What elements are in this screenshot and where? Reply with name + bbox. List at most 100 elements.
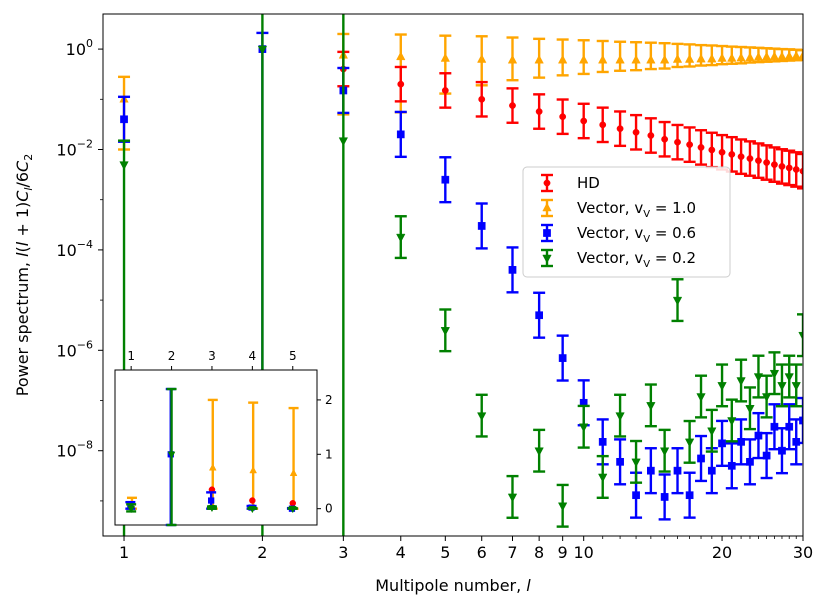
x-tick-label: 8 [534,543,544,562]
y-tick-exp: −6 [77,338,93,351]
vector-0-6-point [660,493,669,501]
legend-label-sub: V [643,259,650,270]
hd-point [397,80,405,88]
vector-1-0-point [615,54,625,64]
inset-hd-point [289,499,297,507]
legend-label-text: Vector, v [577,249,643,267]
vector-0-2-point [717,382,727,391]
hd-point [599,121,607,129]
inset-chart: 1 2 3 4 5 0 1 2 [114,349,333,527]
hd-point [509,102,516,109]
vector-0-6-point [508,266,517,274]
inset-hd-point [249,497,256,504]
vector-1-0-point [672,53,683,63]
hd-point [728,150,736,158]
vector-0-2-errorbar [797,313,803,358]
vector-1-0-point [440,52,450,62]
x-tick-label: 20 [712,543,732,562]
x-tick-label: 3 [338,543,348,562]
vector-0-6-point [685,491,694,500]
plot-frame [102,13,804,537]
vector-0-6-point [778,446,786,455]
legend-label: Vector, vV = 1.0 [577,199,696,220]
inset-x-tick-label: 3 [208,349,216,363]
vector-0-6-point [785,422,794,431]
vector-0-6-point [673,466,682,475]
inset-vector-1-0-point [249,466,257,474]
y-tick-label: 10−2 [56,137,93,159]
vector-0-2-point [534,447,544,457]
vector-0-6-point [632,491,640,500]
vector-0-2-point [727,417,737,427]
vector-1-0-point [659,54,670,64]
inset-x-tick-label: 1 [127,349,135,363]
hd-point [661,135,669,143]
legend-entry: Vector, vV = 0.2 [541,248,696,270]
y-axis-label: Power spectrum, l(l + 1)Cl/6C2 [13,154,35,396]
vector-1-0-point [646,54,656,64]
legend-label-sub: V [643,234,650,245]
legend-label: HD [577,174,600,192]
vector-1-0-point [784,51,794,60]
x-tick-label: 5 [440,543,450,562]
legend-label-text: Vector, v [577,199,643,217]
x-axis: 1 2 3 4 5 6 7 8 9 10 20 30 [119,536,813,562]
vector-0-6-point [727,461,736,470]
vector-0-6-point [647,466,655,475]
inset-x-tick-label: 4 [249,349,257,363]
hd-point [737,153,745,161]
legend-label-value: = 0.2 [650,249,696,267]
legend-marker [543,179,551,187]
legend-entry: HD [541,173,600,193]
legend-label: Vector, vV = 0.2 [577,249,696,270]
hd-point [686,141,694,149]
vector-0-2-point [761,393,772,403]
vector-1-0-point [396,51,406,61]
vector-0-2-point [338,137,349,147]
hd-point [755,157,762,165]
vector-0-2-point [791,382,801,391]
vector-0-2-point [777,382,787,391]
hd-point [697,144,705,151]
inset-x-tick-label: 2 [168,349,176,363]
hd-point [708,146,716,154]
hd-point [647,132,655,139]
inset-vector-1-0-point [208,463,217,471]
vector-0-6-point [396,130,405,139]
inset-vector-0-2-point [248,506,257,514]
x-tick-label: 2 [257,543,267,562]
vector-1-0-point [745,52,755,62]
vector-1-0-point [696,53,706,63]
hd-point [785,164,793,172]
hd-point [674,138,681,146]
hd-point [632,128,640,136]
inset-vector-0-2-point [167,451,176,459]
hd-point [441,87,449,94]
legend-marker [543,229,551,237]
legend-label-value: = 0.6 [650,224,696,242]
hd-point [771,161,778,169]
y-tick-base: 10 [56,241,76,260]
inset-series-hd [208,486,297,507]
vector-0-2-point [659,447,670,457]
vector-1-0-point [579,54,589,64]
vector-0-2-point [615,412,625,422]
x-tick-label: 30 [793,543,813,562]
legend-label-text: HD [577,174,600,192]
inset-x-tick-label: 5 [289,349,297,363]
x-tick-label: 4 [396,543,406,562]
vector-1-0-point [727,52,737,62]
vector-0-6-point [477,222,486,230]
vector-0-6-point [770,422,779,431]
legend-label-text: Vector, v [577,224,643,242]
vector-0-6-point [718,439,726,448]
vector-0-6-point [697,454,705,463]
vector-1-0-point [798,50,803,60]
vector-1-0-point [791,50,801,60]
legend-label-sub: V [643,209,650,220]
inset-vector-0-2-point [288,506,297,514]
vector-1-0-point [477,53,487,63]
vector-0-2-point [440,327,450,336]
